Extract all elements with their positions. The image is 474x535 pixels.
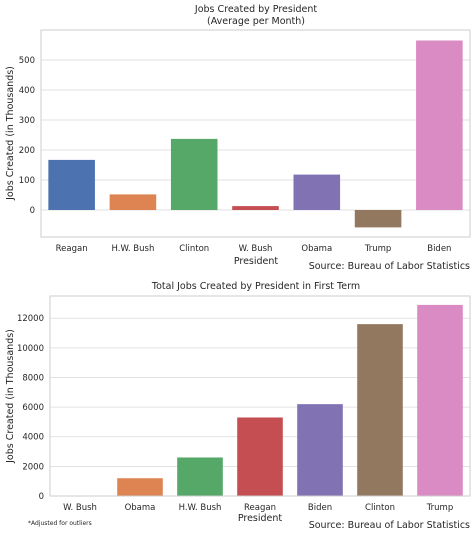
chart-1: Jobs Created by President (Average per M…	[5, 4, 471, 272]
bar-h-w-bush	[109, 194, 157, 210]
y-tick-label: 0	[39, 492, 44, 502]
chart-1-y-ticks: 0 100 200 300 400 500	[19, 56, 35, 216]
chart-2-source: Source: Bureau of Labor Statistics	[309, 520, 470, 531]
x-tick-label: Biden	[308, 503, 332, 513]
chart-2: Total Jobs Created by President in First…	[5, 281, 471, 531]
chart-1-x-ticks: Reagan H.W. Bush Clinton W. Bush Obama Trump B…	[56, 244, 452, 254]
chart-1-x-axis-label: President	[234, 256, 279, 267]
y-tick-label: 12000	[17, 314, 44, 324]
chart-1-y-axis-label: Jobs Created (in Thousands)	[5, 66, 16, 201]
x-tick-label: Reagan	[244, 503, 276, 513]
x-tick-label: Obama	[301, 244, 332, 254]
chart-2-y-ticks: 0 2000 4000 6000 8000 10000 12000	[17, 314, 44, 502]
bar-trump	[354, 210, 402, 228]
y-tick-label: 0	[30, 206, 35, 216]
y-tick-label: 4000	[22, 433, 44, 443]
chart-1-title: Jobs Created by President	[194, 4, 317, 15]
bar-reagan	[48, 159, 95, 210]
x-tick-label: Clinton	[365, 503, 395, 513]
y-tick-label: 300	[19, 116, 35, 126]
chart-1-source: Source: Bureau of Labor Statistics	[309, 261, 470, 272]
bar-clinton	[170, 138, 218, 210]
bar-obama	[293, 174, 341, 210]
x-tick-label: Trump	[364, 244, 392, 254]
y-tick-label: 2000	[22, 462, 44, 472]
x-tick-label: H.W. Bush	[112, 244, 155, 254]
chart-2-bars	[117, 304, 463, 496]
bar-trump	[417, 304, 463, 496]
chart-2-footnote: *Adjusted for outliers	[28, 520, 92, 527]
chart-2-plot-frame	[49, 295, 471, 497]
bar-w-bush	[232, 206, 279, 210]
x-tick-label: W. Bush	[63, 503, 97, 513]
x-tick-label: W. Bush	[239, 244, 273, 254]
chart-1-gridlines	[41, 59, 470, 211]
chart-2-title: Total Jobs Created by President in First…	[151, 281, 360, 292]
x-tick-label: Biden	[427, 244, 451, 254]
y-tick-label: 200	[19, 146, 35, 156]
y-tick-label: 100	[19, 176, 35, 186]
chart-1-plot-frame	[40, 29, 471, 238]
bar-biden	[297, 404, 343, 496]
y-tick-label: 8000	[22, 373, 44, 383]
chart-2-x-axis-label: President	[238, 513, 283, 524]
y-tick-label: 10000	[17, 344, 44, 354]
y-tick-label: 500	[19, 56, 35, 66]
x-tick-label: Trump	[426, 503, 454, 513]
bar-biden	[416, 40, 463, 210]
x-tick-label: Clinton	[179, 244, 209, 254]
chart-2-x-ticks: W. Bush Obama H.W. Bush Reagan Biden Clinton T…	[63, 503, 453, 513]
x-tick-label: H.W. Bush	[179, 503, 222, 513]
bar-clinton	[357, 324, 403, 496]
x-tick-label: Obama	[125, 503, 156, 513]
bar-reagan	[237, 417, 283, 496]
chart-1-subtitle: (Average per Month)	[207, 16, 305, 27]
chart-1-bars	[48, 40, 463, 228]
bar-h-w-bush	[177, 457, 223, 496]
y-tick-label: 6000	[22, 403, 44, 413]
y-tick-label: 400	[19, 86, 35, 96]
x-tick-label: Reagan	[56, 244, 88, 254]
bar-obama	[117, 478, 163, 496]
chart-2-y-axis-label: Jobs Created (in Thousands)	[5, 329, 16, 464]
